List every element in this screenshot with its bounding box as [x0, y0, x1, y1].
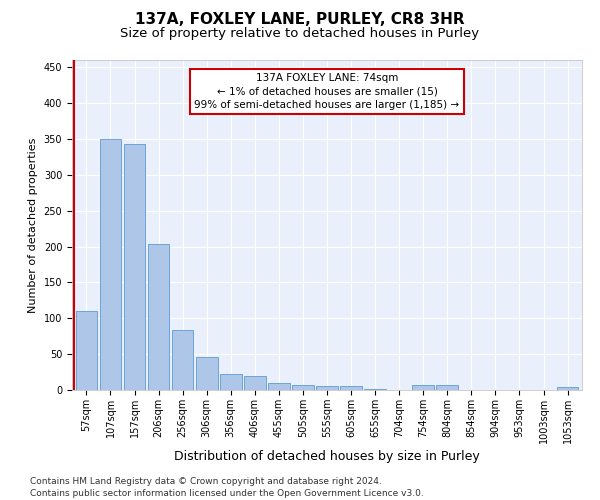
Bar: [124, 144, 145, 390]
Bar: [196, 357, 218, 390]
Bar: [316, 386, 338, 390]
Bar: [172, 330, 193, 390]
Bar: [557, 387, 578, 390]
Text: 137A, FOXLEY LANE, PURLEY, CR8 3HR: 137A, FOXLEY LANE, PURLEY, CR8 3HR: [135, 12, 465, 28]
Bar: [412, 385, 434, 390]
Text: Size of property relative to detached houses in Purley: Size of property relative to detached ho…: [121, 28, 479, 40]
Text: 137A FOXLEY LANE: 74sqm
← 1% of detached houses are smaller (15)
99% of semi-det: 137A FOXLEY LANE: 74sqm ← 1% of detached…: [194, 73, 460, 110]
Bar: [220, 374, 242, 390]
Bar: [364, 388, 386, 390]
Bar: [148, 244, 169, 390]
Bar: [436, 385, 458, 390]
Bar: [292, 385, 314, 390]
Bar: [76, 311, 97, 390]
Y-axis label: Number of detached properties: Number of detached properties: [28, 138, 38, 312]
Bar: [100, 139, 121, 390]
Bar: [340, 386, 362, 390]
Bar: [268, 383, 290, 390]
X-axis label: Distribution of detached houses by size in Purley: Distribution of detached houses by size …: [174, 450, 480, 463]
Bar: [244, 376, 266, 390]
Text: Contains HM Land Registry data © Crown copyright and database right 2024.
Contai: Contains HM Land Registry data © Crown c…: [30, 476, 424, 498]
